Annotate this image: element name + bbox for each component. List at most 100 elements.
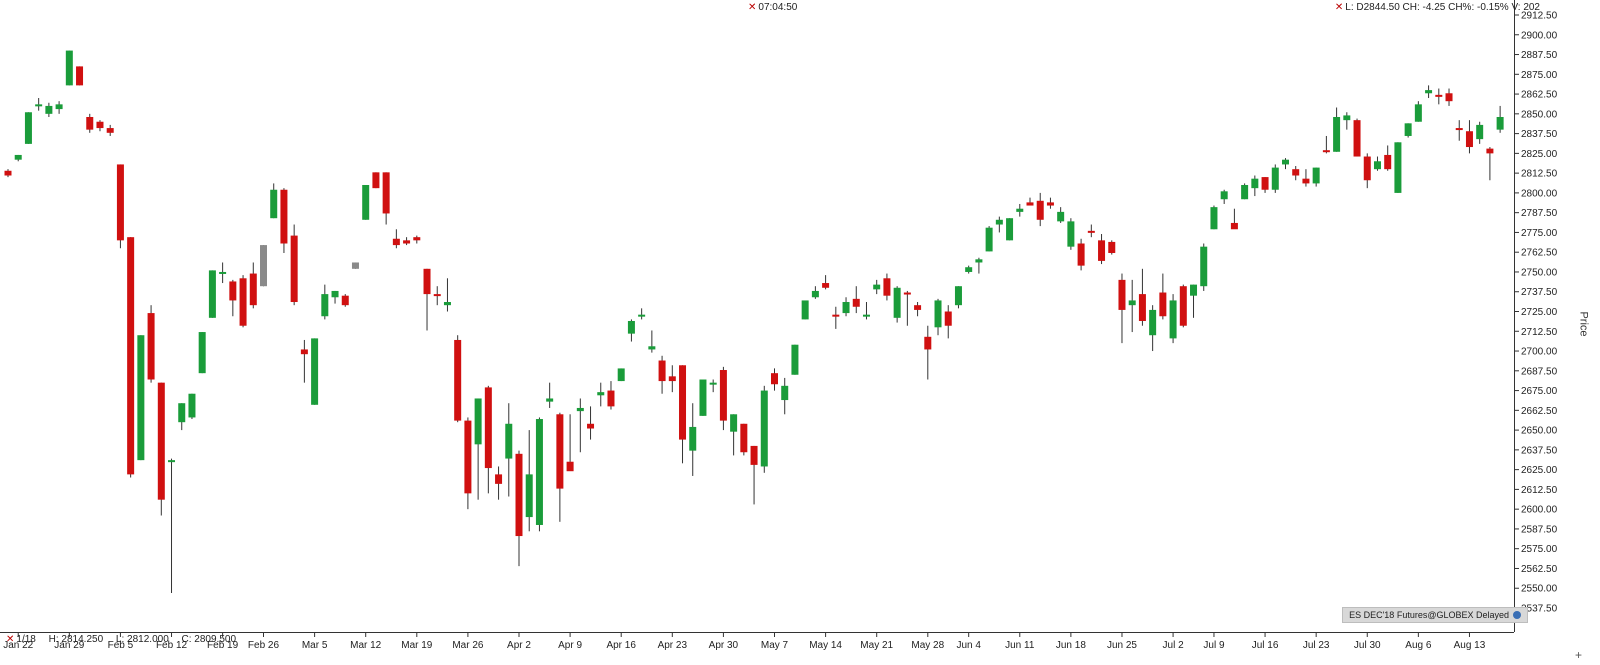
candle-body [413, 237, 421, 241]
candle-body [535, 419, 543, 525]
candle-body [423, 268, 431, 295]
candle-body [597, 392, 605, 396]
candle-body [1333, 116, 1341, 152]
candle-body [852, 298, 860, 307]
x-tick-label: Jul 23 [1303, 640, 1330, 651]
candle-body [617, 368, 625, 382]
candle-body [198, 332, 206, 374]
bar-date: 1/18 [16, 634, 36, 645]
time-readout: ✕ 07:04:50 [748, 2, 797, 13]
candle-body [208, 270, 216, 318]
y-tick-label: 2600.00 [1521, 505, 1558, 516]
candle-body [862, 314, 870, 317]
candle-body [392, 238, 400, 246]
y-tick-label: 2687.50 [1521, 366, 1558, 377]
x-tick-label: Jun 25 [1107, 640, 1137, 651]
candle-body [679, 365, 687, 440]
candle-body [1465, 131, 1473, 148]
candle-body [96, 121, 104, 129]
candle-body [300, 349, 308, 355]
candle-body [1098, 240, 1106, 261]
candle-body [137, 335, 145, 461]
close-icon[interactable]: ✕ [6, 634, 15, 645]
y-tick-label: 2737.50 [1521, 287, 1558, 298]
candle-body [995, 219, 1003, 225]
candle-body [771, 373, 778, 385]
candle-body [1261, 177, 1269, 190]
x-tick-label: Jul 9 [1203, 640, 1225, 651]
candle-body [239, 278, 247, 326]
candle-body [750, 445, 758, 465]
candle-body [219, 271, 227, 274]
close-icon[interactable]: ✕ [748, 2, 757, 13]
y-tick-label: 2612.50 [1521, 485, 1558, 496]
candle-body [883, 278, 891, 296]
candle-body [1425, 90, 1433, 94]
globe-icon [1513, 611, 1521, 619]
candle-body [1057, 211, 1065, 222]
y-tick-label: 2887.50 [1521, 50, 1558, 61]
candle-body [689, 426, 697, 451]
candle-body [587, 423, 595, 429]
candle-body [1476, 124, 1484, 140]
candle-body [1343, 115, 1351, 121]
candle-body [1067, 221, 1075, 247]
candle-body [893, 287, 901, 318]
candle-body [576, 407, 584, 412]
quote-value: L: D2844.50 CH: -4.25 CH%: -0.15% V: 202 [1345, 2, 1540, 13]
x-tick-label: Jan 29 [54, 640, 84, 651]
time-value: 07:04:50 [758, 2, 798, 13]
y-tick-label: 2587.50 [1521, 524, 1558, 535]
candle-body [14, 154, 22, 160]
y-tick-label: 2562.50 [1521, 564, 1558, 575]
candle-body [985, 227, 993, 252]
y-tick-label: 2712.50 [1521, 327, 1558, 338]
y-tick-label: 2725.00 [1521, 307, 1558, 318]
y-tick-label: 2912.50 [1521, 11, 1558, 22]
y-tick-label: 2800.00 [1521, 188, 1558, 199]
crosshair-plus-icon[interactable]: + [1574, 648, 1582, 662]
candle-body [730, 414, 738, 432]
candle-body [627, 320, 635, 334]
candle-body [127, 237, 135, 475]
candle-body [791, 344, 799, 375]
candle-body [1455, 128, 1463, 131]
candle-body [842, 302, 850, 314]
bar-readout: ✕ 1/18 H: 2814.250 L: 2812.000 C: 2809.50… [6, 634, 236, 645]
y-tick-label: 2537.50 [1521, 604, 1558, 615]
candle-body [1046, 202, 1054, 206]
candle-body [1486, 148, 1494, 154]
symbol-badge[interactable]: ES DEC'18 Futures@GLOBEX Delayed [1342, 607, 1528, 623]
candle-body [1077, 243, 1085, 266]
candle-body [914, 305, 922, 310]
candle-body [924, 336, 932, 350]
y-tick-label: 2875.00 [1521, 70, 1558, 81]
candle-body [1496, 116, 1504, 130]
candle-body [668, 376, 676, 382]
candle-body [45, 105, 53, 114]
candle-body [147, 313, 155, 380]
candle-body [740, 423, 748, 453]
candle-body [638, 314, 646, 317]
candle-body [965, 267, 973, 272]
candle-body [321, 294, 329, 317]
bar-low: L: 2812.000 [115, 634, 169, 645]
candle-body [822, 283, 830, 288]
candle-body [975, 259, 983, 263]
candle-body [65, 50, 73, 86]
quote-readout: ✕ L: D2844.50 CH: -4.25 CH%: -0.15% V: 20… [1335, 2, 1540, 13]
x-tick-label: Jun 11 [1005, 640, 1035, 651]
candle-body [1404, 123, 1412, 136]
candle-body [1394, 142, 1402, 193]
y-tick-label: 2700.00 [1521, 347, 1558, 358]
y-tick-label: 2900.00 [1521, 30, 1558, 41]
candle-body [1179, 286, 1187, 326]
x-tick-label: May 21 [860, 640, 893, 651]
candle-body [484, 387, 492, 469]
candle-body [1363, 156, 1371, 181]
close-icon[interactable]: ✕ [1334, 2, 1344, 13]
candle-body [934, 300, 942, 328]
candle-body [168, 460, 176, 463]
x-tick-label: May 28 [911, 640, 944, 651]
candle-body [116, 164, 124, 241]
